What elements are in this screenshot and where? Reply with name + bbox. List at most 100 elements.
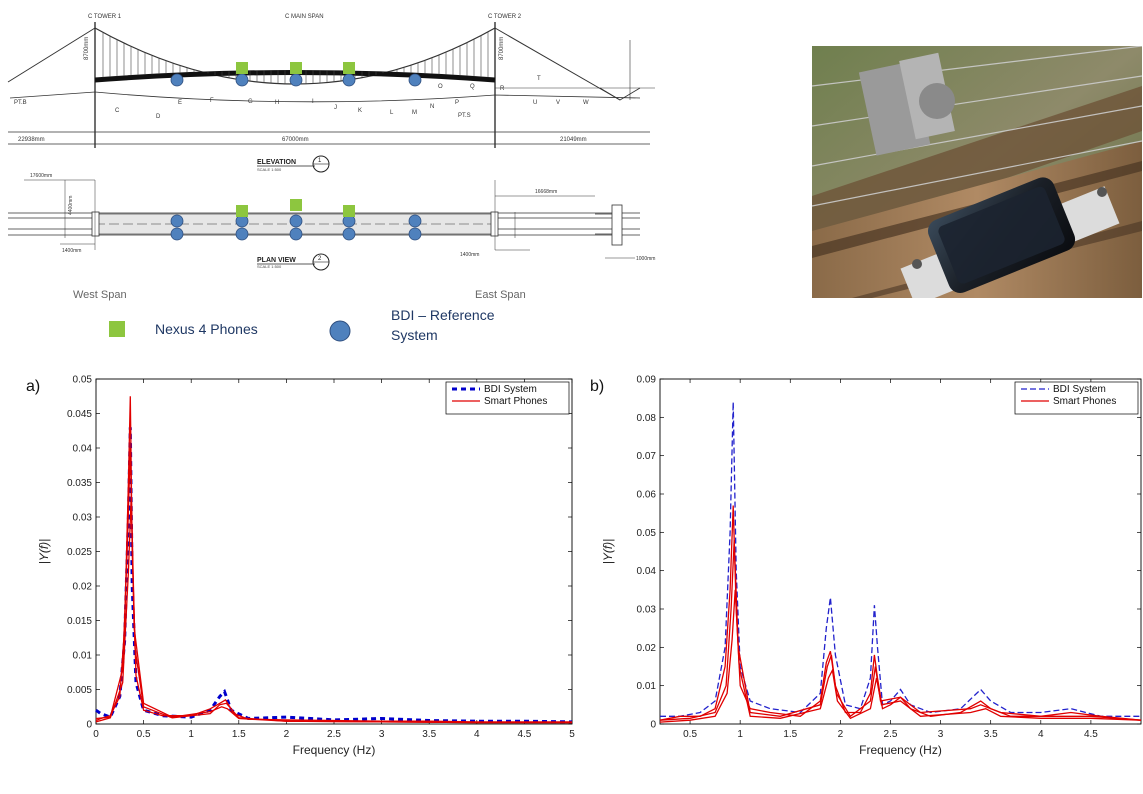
panel-label: a): [26, 378, 40, 395]
plan-dim-far: 1000mm: [636, 256, 655, 262]
legend-entry: Smart Phones: [484, 396, 547, 407]
point-letter: Q: [470, 84, 475, 90]
y-axis-label: |Y(f)|: [37, 539, 51, 565]
series-line: [659, 589, 1142, 723]
y-tick-label: 0.01: [73, 651, 93, 662]
point-letter: E: [178, 100, 182, 106]
bdi-sensor-marker: [170, 214, 184, 228]
x-tick-label: 1.5: [232, 729, 246, 740]
point-letter: K: [358, 108, 362, 114]
x-axis-label: Frequency (Hz): [859, 743, 942, 757]
x-tick-label: 2.5: [327, 729, 341, 740]
x-tick-label: 3: [379, 729, 385, 740]
legend-entry: BDI System: [484, 384, 537, 395]
plan-dim-top: 17600mm: [30, 173, 52, 179]
chart-legend: [445, 381, 570, 415]
y-tick-label: 0.08: [637, 413, 657, 424]
elevation-badge: 1: [318, 158, 322, 164]
bdi-sensor-marker: [342, 73, 356, 87]
nexus-phone-marker: [236, 205, 248, 217]
dim-tower-right: 8700mm: [499, 37, 505, 60]
point-letter: V: [556, 100, 560, 106]
x-tick-label: 0: [93, 729, 99, 740]
x-tick-label: 2: [284, 729, 290, 740]
pt-b-label: PT.B: [14, 100, 27, 106]
plan-badge: 2: [318, 256, 322, 262]
main-span-label: C MAIN SPAN: [285, 14, 324, 20]
x-tick-label: 1: [188, 729, 194, 740]
bdi-sensor-marker: [235, 73, 249, 87]
west-span-label: West Span: [73, 289, 127, 301]
bdi-sensor-marker: [289, 227, 303, 241]
chart-legend: [1014, 381, 1139, 415]
east-span-label: East Span: [475, 289, 526, 301]
plan-dim-east: 16668mm: [535, 189, 557, 195]
y-tick-label: 0: [650, 720, 656, 731]
bdi-sensor-marker: [170, 227, 184, 241]
point-letter: L: [390, 110, 394, 116]
dim-tower-left: 8700mm: [84, 37, 90, 60]
elevation-title-group: ELEVATION SCALE 1:500 1: [257, 155, 330, 173]
y-tick-label: 0.025: [67, 547, 92, 558]
smartphone-on-bridge-photo: [812, 46, 1142, 298]
nexus-phone-marker: [290, 62, 302, 74]
nexus-phone-marker: [343, 62, 355, 74]
sensor-legend: Nexus 4 Phones BDI – Reference System: [109, 307, 495, 343]
panel-label: b): [590, 378, 604, 395]
nexus-phone-swatch: [109, 321, 125, 337]
y-tick-label: 0: [86, 720, 92, 731]
bdi-sensor-marker: [235, 227, 249, 241]
drawing-point-letters: C D E F G H I J K L M N O P Q R T U V W: [115, 76, 589, 120]
plan-dim-right: 1400mm: [460, 252, 479, 258]
bdi-sensor-marker: [342, 227, 356, 241]
plot-area: [95, 378, 573, 725]
nexus-phone-marker: [290, 199, 302, 211]
point-letter: D: [156, 114, 161, 120]
plan-dimension-labels: 17600mm 4400mm 1400mm 1400mm 16668mm 100…: [30, 173, 655, 262]
bdi-sensor-marker: [408, 227, 422, 241]
x-tick-label: 3: [938, 729, 944, 740]
point-letter: N: [430, 104, 434, 110]
series-line: [659, 505, 1142, 721]
y-tick-label: 0.07: [637, 451, 657, 462]
bdi-sensor-swatch: [329, 320, 351, 342]
point-letter: G: [248, 99, 253, 105]
y-tick-label: 0.02: [637, 643, 657, 654]
plan-title: PLAN VIEW: [257, 257, 296, 264]
y-tick-label: 0.04: [637, 566, 657, 577]
dim-right: 21049mm: [560, 137, 587, 143]
x-tick-label: 2.5: [884, 729, 898, 740]
y-tick-label: 0.01: [637, 681, 657, 692]
point-letter: W: [583, 100, 589, 106]
y-tick-label: 0.06: [637, 490, 657, 501]
point-letter: F: [210, 98, 214, 104]
legend-entry: Smart Phones: [1053, 396, 1116, 407]
point-letter: U: [533, 100, 537, 106]
bdi-sensor-marker: [289, 214, 303, 228]
x-tick-label: 4: [474, 729, 480, 740]
y-tick-label: 0.045: [67, 409, 92, 420]
point-letter: J: [334, 105, 337, 111]
elevation-scale: SCALE 1:500: [257, 167, 282, 172]
photo-illustration: [812, 46, 1142, 298]
bdi-sensor-marker: [408, 73, 422, 87]
y-tick-label: 0.05: [73, 375, 93, 386]
point-letter: R: [500, 86, 505, 92]
x-tick-label: 0.5: [683, 729, 697, 740]
nexus-phone-marker: [343, 205, 355, 217]
x-tick-label: 3.5: [422, 729, 436, 740]
y-tick-label: 0.035: [67, 478, 92, 489]
chart-b: 0.5 1 1.5 2 2.5 3 3.5 4 4.5 0 0.01 0.02 0.03 0.04 0.05…: [590, 375, 1142, 757]
drawing-labels: C TOWER 1 C MAIN SPAN C TOWER 2 22938mm …: [14, 14, 587, 143]
y-axis-label: |Y(f)|: [601, 539, 615, 565]
y-tick-label: 0.03: [637, 605, 657, 616]
sensor-markers: [170, 62, 422, 241]
y-tick-label: 0.02: [73, 582, 93, 593]
point-letter: M: [412, 110, 417, 116]
x-tick-label: 4.5: [1084, 729, 1098, 740]
y-tick-label: 0.03: [73, 513, 93, 524]
x-tick-label: 4: [1038, 729, 1044, 740]
x-tick-label: 2: [838, 729, 844, 740]
y-tick-label: 0.09: [637, 375, 657, 386]
